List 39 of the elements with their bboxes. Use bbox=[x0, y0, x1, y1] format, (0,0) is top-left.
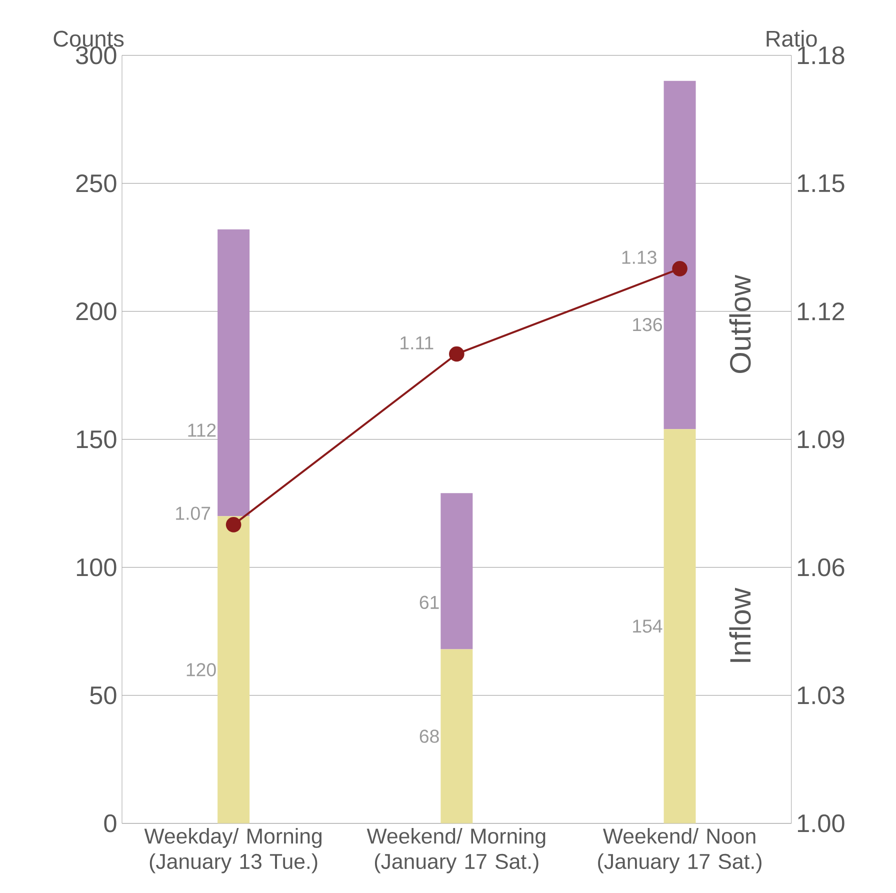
data-label: 154 bbox=[633, 620, 662, 633]
y2-tick-label: 1.09 bbox=[798, 430, 844, 448]
y2-tick-label: 1.12 bbox=[798, 302, 844, 320]
x-tick-label: Weekday/ Morning (January 13 Tue.) bbox=[144, 828, 322, 874]
data-label: 1.07 bbox=[176, 506, 210, 520]
text: Outflow bbox=[729, 275, 751, 374]
bar bbox=[440, 493, 473, 650]
data-label: 1.13 bbox=[622, 250, 656, 264]
y-tick-label: 100 bbox=[76, 558, 116, 576]
y-tick-label: 50 bbox=[90, 686, 116, 704]
data-label: 120 bbox=[186, 663, 216, 677]
bar bbox=[218, 516, 250, 824]
data-label: 68 bbox=[420, 730, 439, 744]
y-tick-label: 150 bbox=[76, 430, 116, 448]
y-tick-label: 250 bbox=[76, 174, 116, 192]
y-tick-label: 200 bbox=[76, 302, 116, 320]
x-tick-label: Weekend/ Morning (January 17 Sat.) bbox=[366, 828, 546, 874]
data-label: 1.11 bbox=[400, 336, 434, 350]
point bbox=[449, 346, 464, 362]
y-tick-label: 300 bbox=[76, 46, 116, 64]
bar bbox=[664, 81, 696, 430]
data-label: 136 bbox=[633, 318, 662, 332]
text: Inflow bbox=[729, 588, 751, 662]
bar bbox=[218, 230, 250, 516]
y2-tick-label: 1.06 bbox=[798, 558, 844, 576]
y-axis-title: Counts bbox=[54, 30, 124, 47]
y2-tick-label: 1.03 bbox=[798, 686, 844, 704]
data-label: 61 bbox=[420, 596, 439, 610]
bar bbox=[664, 429, 696, 824]
y-tick-label: 0 bbox=[104, 814, 116, 832]
point bbox=[226, 517, 242, 532]
x-tick-label: Weekend/ Noon (January 17 Sat.) bbox=[598, 828, 762, 874]
y2-tick-label: 1.15 bbox=[798, 174, 844, 192]
y2-tick-label: 1.18 bbox=[798, 46, 844, 64]
point bbox=[672, 261, 688, 276]
y2-tick-label: 1.00 bbox=[798, 814, 844, 832]
y2-axis-title: Ratio bbox=[766, 30, 817, 47]
data-label: 112 bbox=[188, 424, 216, 437]
bar bbox=[440, 649, 473, 824]
